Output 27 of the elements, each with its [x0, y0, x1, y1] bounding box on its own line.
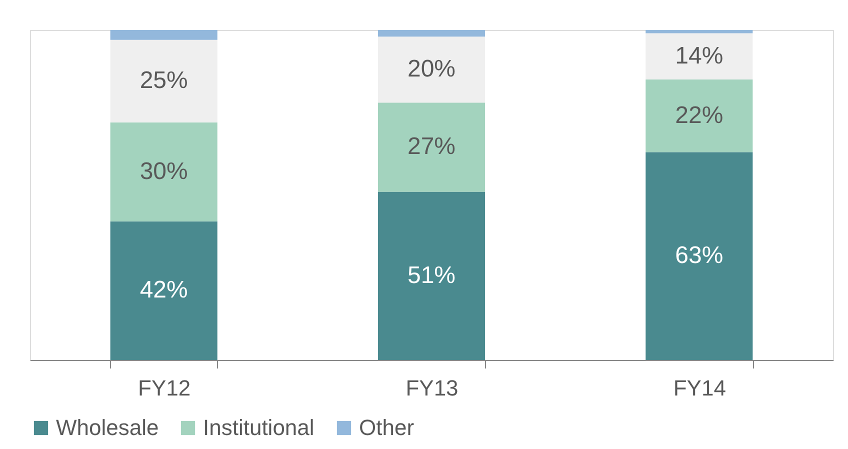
data-label: 30% — [140, 158, 188, 185]
data-label: 63% — [675, 242, 724, 270]
bar — [378, 102, 486, 192]
data-label: 20% — [407, 56, 456, 83]
bar — [646, 30, 753, 34]
data-label: 22% — [675, 102, 724, 129]
bar — [378, 30, 486, 37]
bar — [110, 221, 218, 360]
x-tick-label: FY13 — [406, 376, 458, 400]
bar — [110, 40, 218, 122]
bar — [110, 30, 218, 40]
legend-label: Wholesale — [56, 415, 159, 440]
bar — [646, 152, 753, 360]
x-tick-label: FY14 — [673, 376, 726, 400]
legend-label: Other — [359, 415, 414, 440]
data-label: 51% — [407, 262, 456, 289]
bar — [378, 192, 486, 360]
bar — [110, 122, 218, 222]
bar — [378, 36, 486, 103]
bar — [646, 33, 753, 80]
data-label: 25% — [140, 67, 188, 94]
bar — [646, 80, 753, 152]
data-label: 27% — [407, 133, 456, 160]
x-tick-label: FY12 — [138, 376, 191, 400]
legend-label: Institutional — [203, 415, 314, 440]
data-label: 14% — [675, 42, 724, 70]
data-label: 42% — [140, 276, 188, 304]
